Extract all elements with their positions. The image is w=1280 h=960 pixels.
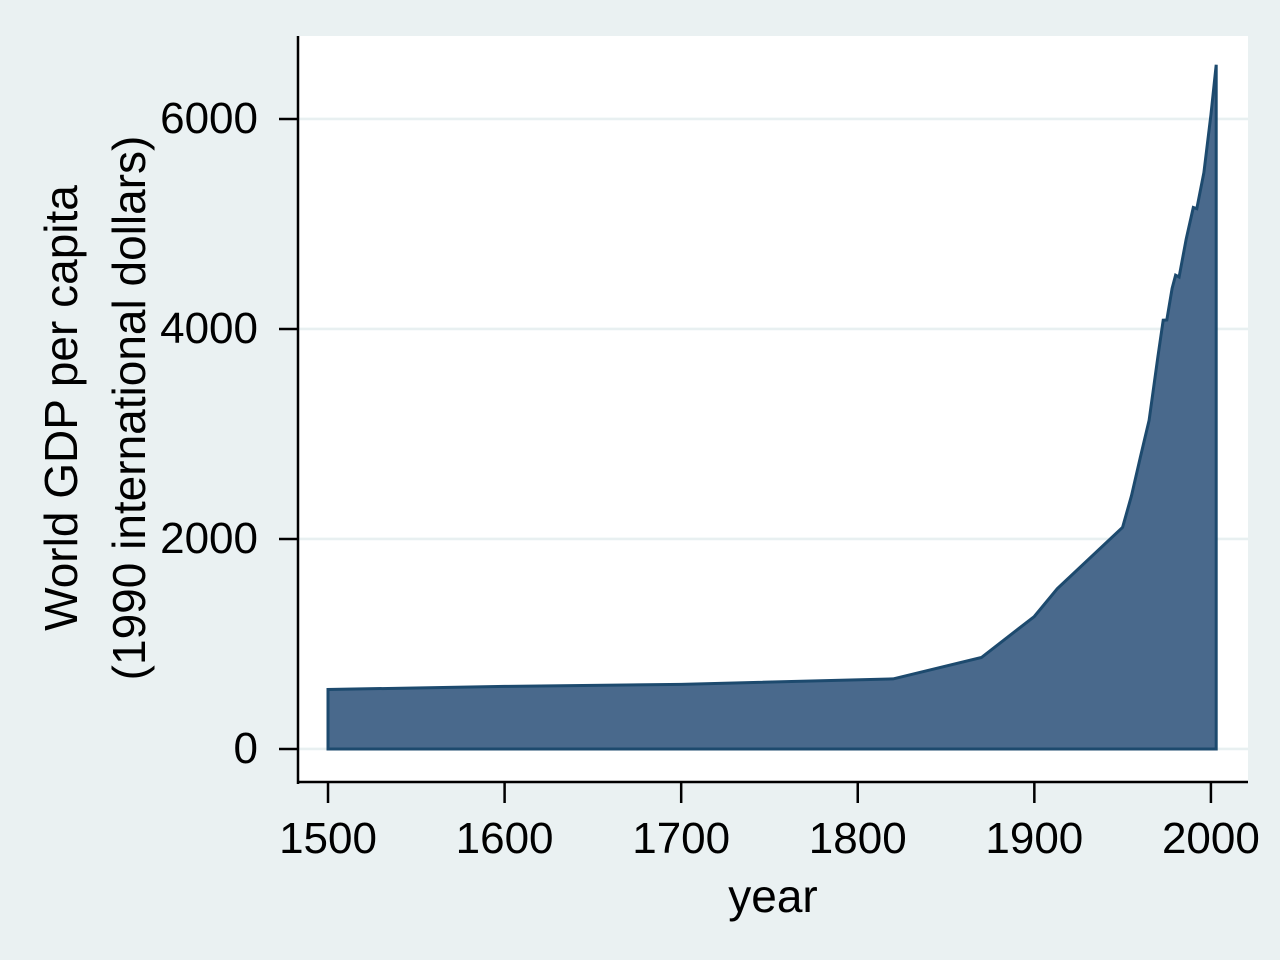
y-tick-label-2000: 2000 (160, 513, 258, 563)
x-tick-label-1700: 1700 (632, 814, 731, 863)
y-axis-title-line1: World GDP per capita (35, 185, 87, 631)
x-tick-label-1600: 1600 (455, 814, 554, 863)
x-axis-title: year (728, 870, 818, 922)
x-tick-label-1800: 1800 (808, 814, 907, 863)
x-axis-ticks (326, 782, 1213, 803)
y-tick-label-0: 0 (233, 723, 258, 773)
y-tick-label-4000: 4000 (160, 303, 258, 353)
y-tick-label-6000: 6000 (160, 93, 258, 143)
x-tick-label-1900: 1900 (985, 814, 1084, 863)
x-tick-label-2000: 2000 (1161, 814, 1260, 863)
gdp-area-series (326, 64, 1218, 751)
x-tick-label-1500: 1500 (279, 814, 377, 863)
y-axis-ticks (279, 117, 298, 751)
